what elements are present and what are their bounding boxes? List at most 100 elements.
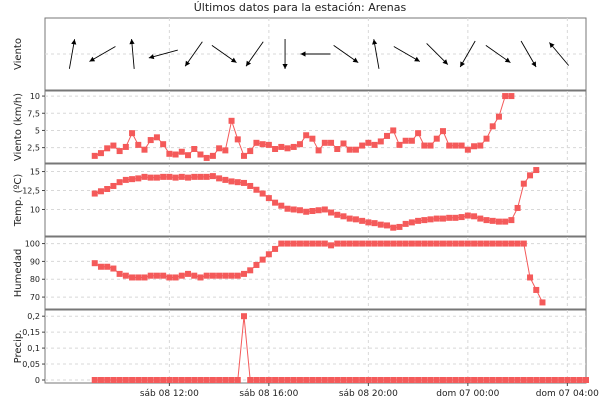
data-point <box>216 175 223 182</box>
wind-arrow-head <box>282 64 288 69</box>
y-tick-label: 80 <box>30 275 40 284</box>
data-point <box>390 224 397 231</box>
data-point <box>340 377 347 383</box>
data-point <box>384 222 391 229</box>
y-axis-label: Precip. <box>13 330 24 364</box>
data-point <box>502 218 509 225</box>
data-point <box>514 377 521 383</box>
data-point <box>284 205 291 212</box>
data-point <box>433 240 440 247</box>
data-point <box>110 377 117 383</box>
data-point <box>508 240 515 247</box>
data-point <box>309 208 316 214</box>
data-point <box>296 141 303 148</box>
data-point <box>284 240 291 247</box>
wind-arrow <box>129 39 135 69</box>
wind-arrow-head <box>89 56 96 62</box>
panel-frame <box>44 309 587 384</box>
data-point <box>309 240 316 247</box>
data-point <box>458 377 465 383</box>
wind-arrow-head <box>549 42 555 49</box>
data-point <box>91 152 98 159</box>
data-point <box>359 217 366 224</box>
data-point <box>303 377 310 383</box>
data-point <box>384 132 391 139</box>
data-point <box>272 146 279 152</box>
data-point <box>234 179 241 186</box>
data-point <box>346 240 353 247</box>
data-point <box>191 272 198 279</box>
data-point <box>514 204 521 211</box>
data-point <box>197 274 204 281</box>
data-point <box>247 377 254 383</box>
data-point <box>222 147 229 154</box>
data-point <box>365 377 372 383</box>
data-point <box>408 240 415 247</box>
data-point <box>160 377 167 383</box>
data-point <box>290 143 297 150</box>
data-point <box>334 240 341 247</box>
wind-arrow-head <box>372 39 378 45</box>
data-point <box>471 143 478 150</box>
wind-arrow <box>485 45 511 63</box>
data-point <box>527 172 534 179</box>
wind-arrow-head <box>531 61 537 67</box>
data-point <box>122 377 129 383</box>
data-point <box>240 152 247 159</box>
data-point <box>216 272 223 279</box>
data-point <box>514 240 521 247</box>
data-point <box>172 377 179 383</box>
data-point <box>290 240 297 247</box>
y-tick-label: 12,5 <box>22 187 40 196</box>
data-point <box>160 272 167 279</box>
data-point <box>265 251 272 258</box>
panel-1: Viento (km/h) 2,5 5 7,5 10 <box>13 90 587 164</box>
data-point <box>197 377 204 383</box>
data-point <box>527 377 534 383</box>
data-point <box>396 223 403 230</box>
data-point <box>576 377 583 383</box>
data-point <box>209 173 216 180</box>
data-point <box>321 240 328 247</box>
data-point <box>483 135 490 142</box>
data-point <box>483 217 490 224</box>
data-point <box>290 206 297 213</box>
data-point <box>439 215 446 222</box>
data-point <box>104 186 111 192</box>
data-point <box>321 377 328 383</box>
panel-3: Humedad 70 80 90 100 <box>13 236 587 310</box>
data-point <box>464 240 471 247</box>
data-point <box>446 240 453 247</box>
data-point <box>91 377 98 383</box>
data-point <box>234 272 241 279</box>
data-point <box>216 377 223 383</box>
data-point <box>172 174 179 181</box>
data-point <box>278 202 285 209</box>
data-point <box>551 377 558 383</box>
y-tick-label: 10 <box>30 205 40 214</box>
data-point <box>178 173 185 180</box>
data-point <box>377 221 384 228</box>
data-point <box>172 274 179 281</box>
data-point <box>272 245 279 252</box>
data-point <box>122 143 129 150</box>
data-point <box>240 270 247 277</box>
data-point <box>191 173 198 180</box>
data-point <box>427 240 434 247</box>
data-point <box>452 214 459 221</box>
data-point <box>359 240 366 247</box>
data-point <box>402 220 409 227</box>
data-point <box>197 151 204 158</box>
data-point <box>340 240 347 247</box>
data-point <box>284 145 291 152</box>
data-point <box>97 263 104 270</box>
data-point <box>533 286 540 293</box>
wind-arrow-shaft <box>520 40 537 68</box>
data-point <box>315 240 322 247</box>
data-point <box>253 261 260 268</box>
data-point <box>402 377 409 383</box>
data-point <box>328 139 335 146</box>
wind-arrow <box>89 46 116 62</box>
data-point <box>533 167 540 174</box>
